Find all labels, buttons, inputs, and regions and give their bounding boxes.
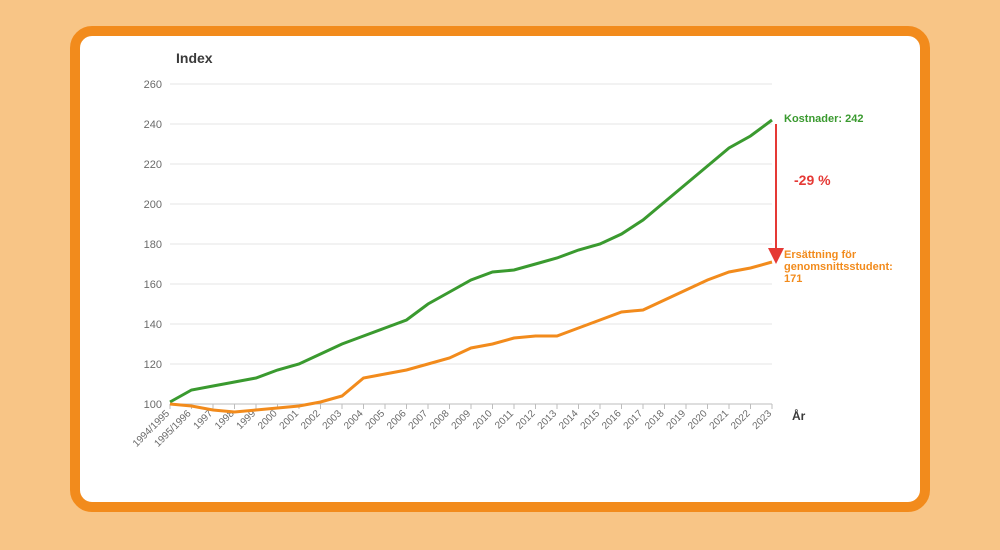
- x-tick-label: 2011: [493, 408, 516, 431]
- x-tick-label: 2010: [471, 408, 495, 432]
- x-tick-label: 2022: [729, 408, 753, 432]
- y-tick-label: 240: [144, 119, 162, 131]
- x-tick-label: 2016: [600, 408, 624, 432]
- x-tick-label: 2002: [299, 408, 323, 432]
- x-tick-label: 2018: [643, 408, 667, 432]
- x-tick-label: 2012: [514, 408, 538, 432]
- series-line-0: [170, 120, 772, 402]
- x-tick-label: 2001: [278, 408, 302, 432]
- x-tick-label: 2003: [321, 408, 345, 432]
- page-background: Index 1001201401601802002202402601994/19…: [0, 0, 1000, 550]
- x-tick-label: 2009: [450, 408, 474, 432]
- x-tick-label: 2019: [665, 408, 689, 432]
- series-end-label-1: 171: [784, 273, 802, 285]
- gap-label: -29 %: [794, 172, 831, 188]
- series-end-label-0: Kostnader: 242: [784, 113, 863, 125]
- y-tick-label: 220: [144, 159, 162, 171]
- y-tick-label: 200: [144, 199, 162, 211]
- x-tick-label: 2000: [256, 408, 280, 432]
- y-tick-label: 160: [144, 279, 162, 291]
- chart-svg: 1001201401601802002202402601994/19951995…: [108, 76, 892, 488]
- y-tick-label: 120: [144, 359, 162, 371]
- series-end-label-1: genomsnittsstudent:: [784, 261, 892, 273]
- x-tick-label: 2021: [708, 408, 732, 432]
- x-tick-label: 2020: [686, 408, 710, 432]
- y-tick-label: 180: [144, 239, 162, 251]
- x-tick-label: 2008: [428, 408, 452, 432]
- y-tick-label: 260: [144, 79, 162, 91]
- x-axis-title: År: [792, 408, 806, 423]
- y-axis-title: Index: [176, 50, 213, 66]
- x-tick-label: 2006: [385, 408, 409, 432]
- x-tick-label: 2013: [536, 408, 560, 432]
- x-tick-label: 1997: [192, 408, 216, 432]
- y-tick-label: 140: [144, 319, 162, 331]
- chart-plot-area: 1001201401601802002202402601994/19951995…: [108, 76, 892, 488]
- series-end-label-1: Ersättning för: [784, 249, 857, 261]
- x-tick-label: 2007: [407, 408, 431, 432]
- x-tick-label: 2005: [364, 408, 388, 432]
- y-tick-label: 100: [144, 399, 162, 411]
- x-tick-label: 2017: [622, 408, 646, 432]
- chart-card: Index 1001201401601802002202402601994/19…: [70, 26, 930, 512]
- x-tick-label: 2015: [579, 408, 603, 432]
- x-tick-label: 2004: [342, 408, 366, 432]
- x-tick-label: 2014: [557, 408, 581, 432]
- x-tick-label: 2023: [751, 408, 775, 432]
